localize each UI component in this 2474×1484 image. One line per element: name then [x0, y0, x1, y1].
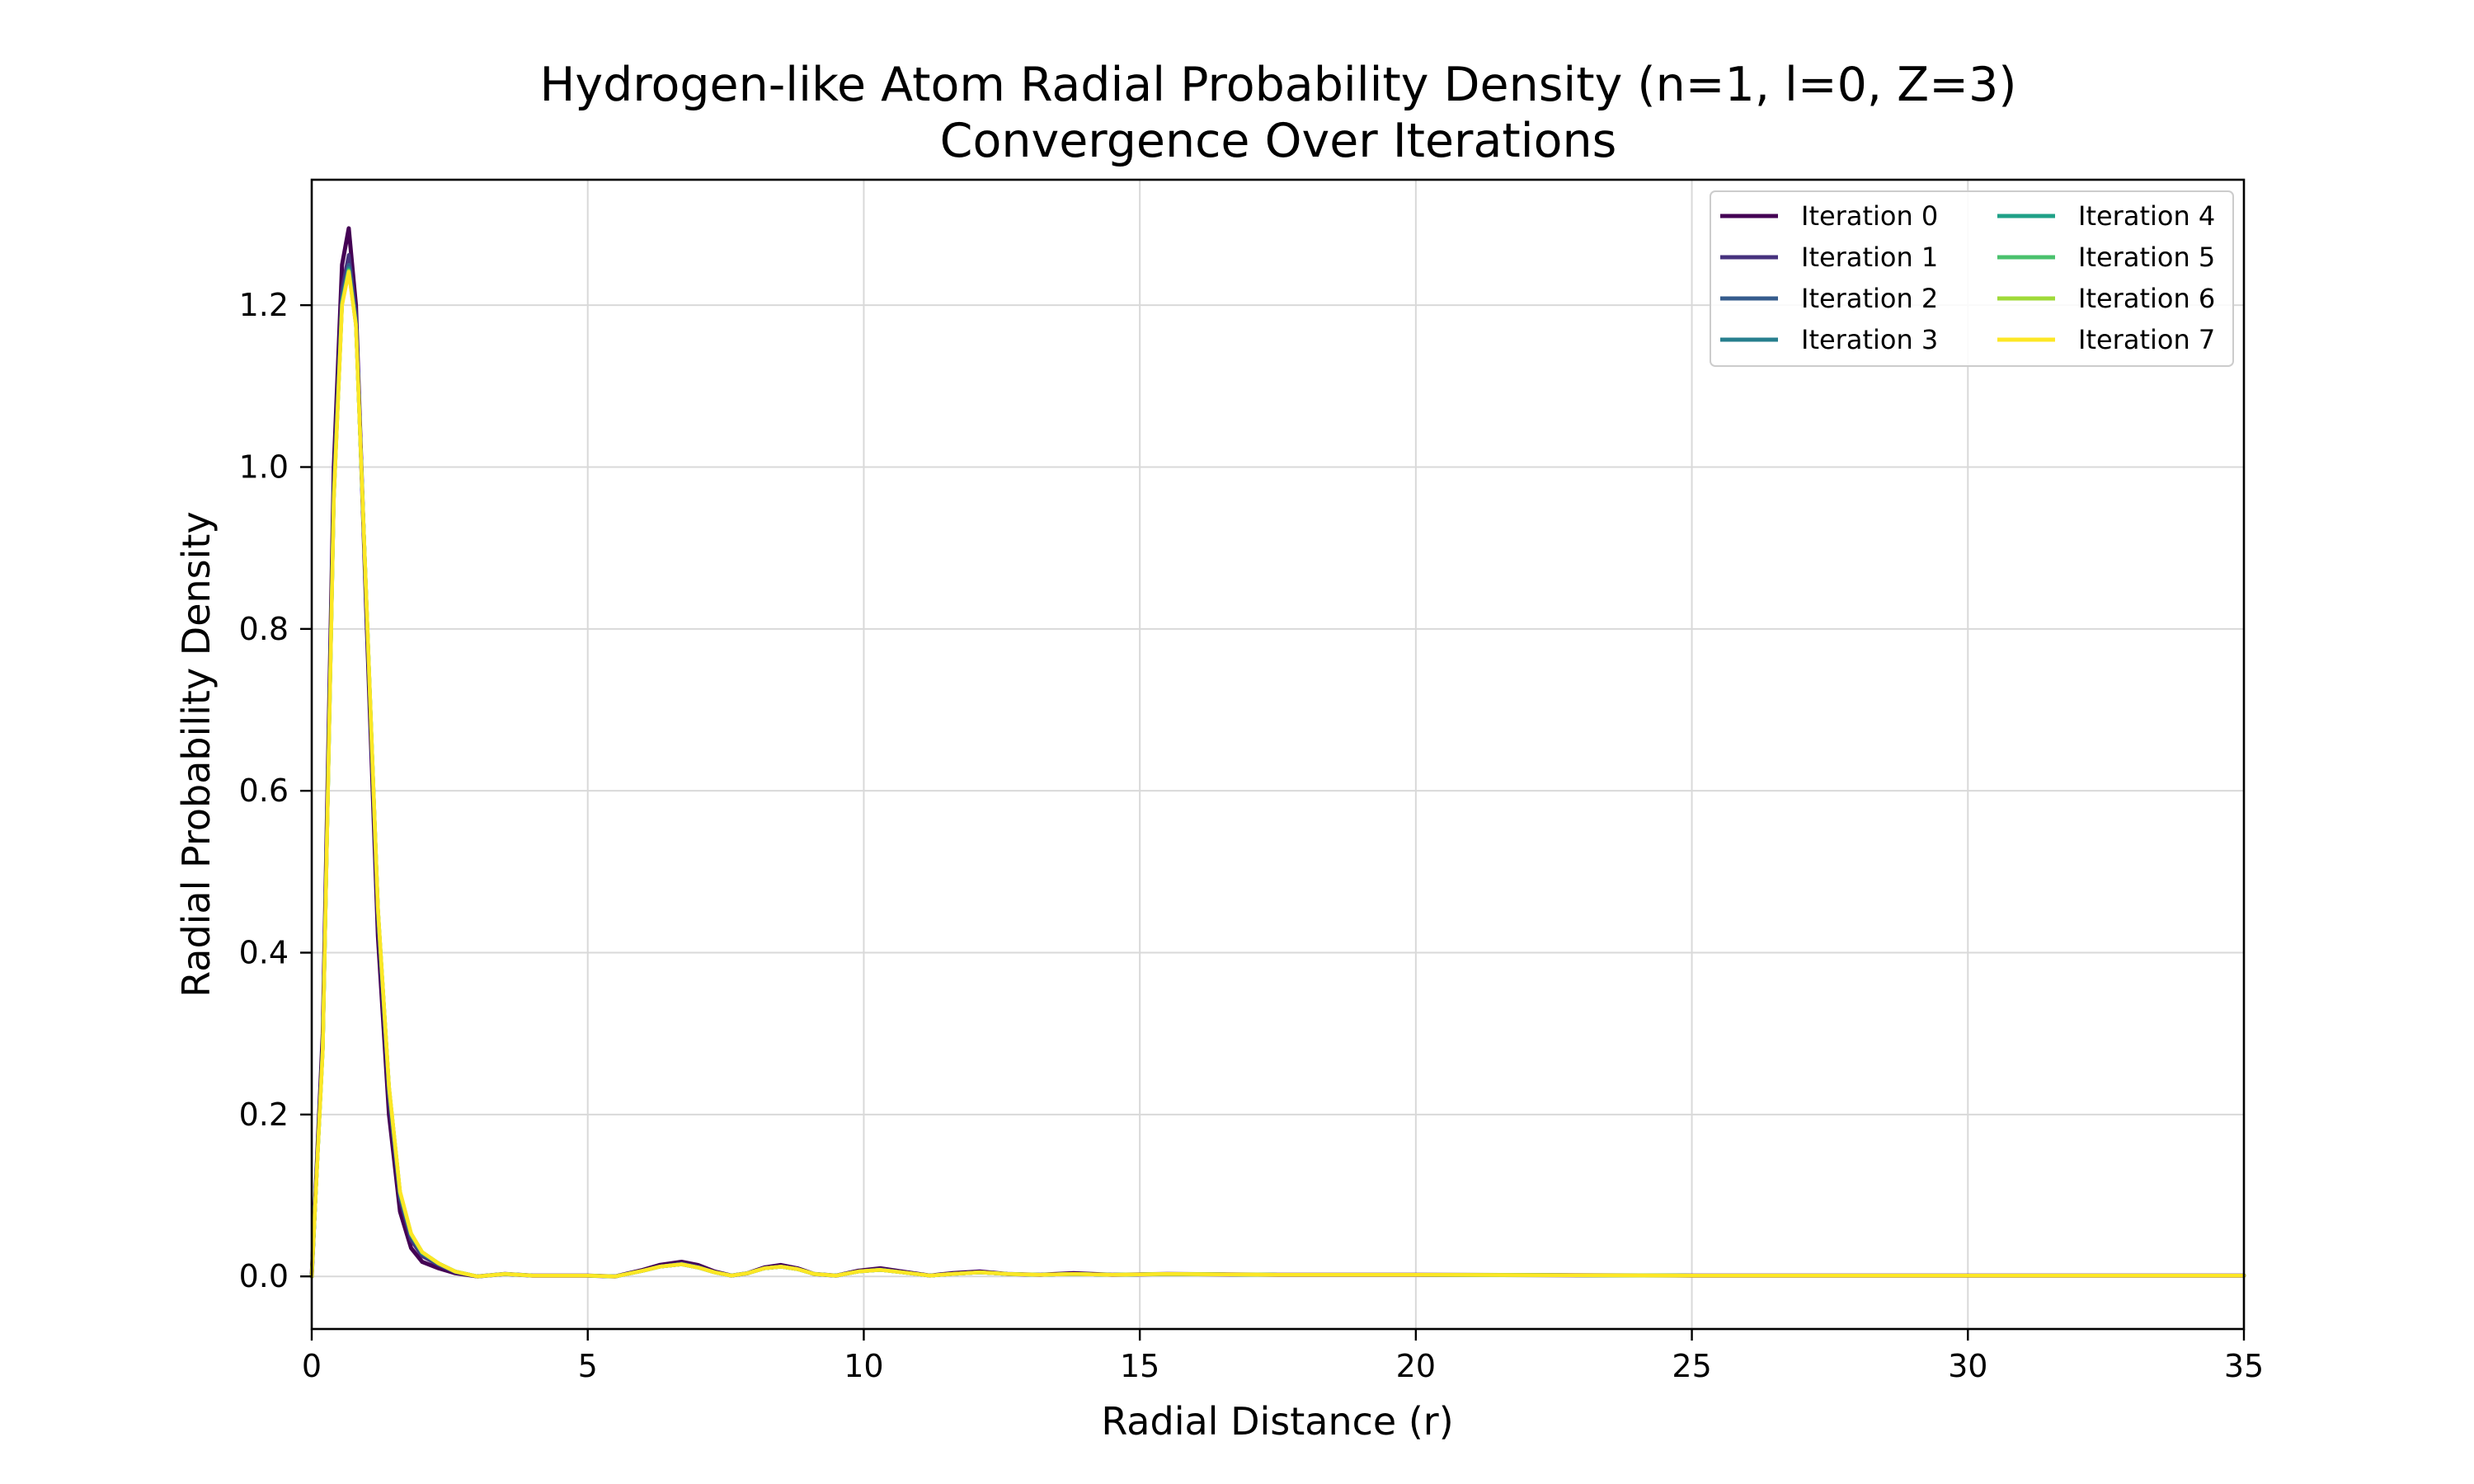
x-tick-label: 15 — [1120, 1348, 1159, 1384]
y-tick-label: 1.0 — [239, 449, 289, 486]
series-line-iteration-7 — [309, 270, 2246, 1279]
y-tick-label: 0.4 — [239, 935, 289, 971]
legend-label: Iteration 5 — [2078, 242, 2215, 273]
x-axis-label: Radial Distance (r) — [1101, 1399, 1453, 1444]
y-tick-label: 0.8 — [239, 611, 289, 647]
legend-label: Iteration 4 — [2078, 200, 2215, 232]
y-tick-label: 0.6 — [239, 773, 289, 809]
x-tick-label: 10 — [844, 1348, 883, 1384]
series-lines — [309, 226, 2246, 1279]
legend-label: Iteration 6 — [2078, 283, 2215, 314]
legend-label: Iteration 2 — [1801, 283, 1938, 314]
chart-subtitle: Convergence Over Iterations — [940, 114, 1617, 168]
y-axis-label: Radial Probability Density — [174, 511, 219, 997]
x-tick-label: 5 — [578, 1348, 598, 1384]
x-tick-label: 0 — [302, 1348, 322, 1384]
legend-label: Iteration 1 — [1801, 242, 1938, 273]
legend-label: Iteration 3 — [1801, 324, 1938, 355]
x-tick-label: 30 — [1948, 1348, 1987, 1384]
legend: Iteration 0 Iteration 1 Iteration 2 Iterati… — [1710, 190, 2234, 367]
legend-label: Iteration 0 — [1801, 200, 1938, 232]
legend-box — [1710, 190, 2234, 367]
plot-area-frame — [310, 178, 2246, 1331]
chart-title: Hydrogen-like Atom Radial Probability De… — [540, 58, 2017, 112]
x-tick-label: 35 — [2224, 1348, 2264, 1384]
x-tick-label: 20 — [1396, 1348, 1436, 1384]
y-tick-label: 1.2 — [239, 287, 289, 323]
y-tick-label: 0.2 — [239, 1097, 289, 1133]
x-axis-ticks: 0 5 10 15 20 25 30 35 — [302, 1329, 2264, 1384]
y-tick-label: 0.0 — [239, 1258, 289, 1294]
y-axis-ticks: 0.0 0.2 0.4 0.6 0.8 1.0 1.2 — [239, 287, 312, 1294]
x-tick-label: 25 — [1672, 1348, 1711, 1384]
legend-label: Iteration 7 — [2078, 324, 2215, 355]
